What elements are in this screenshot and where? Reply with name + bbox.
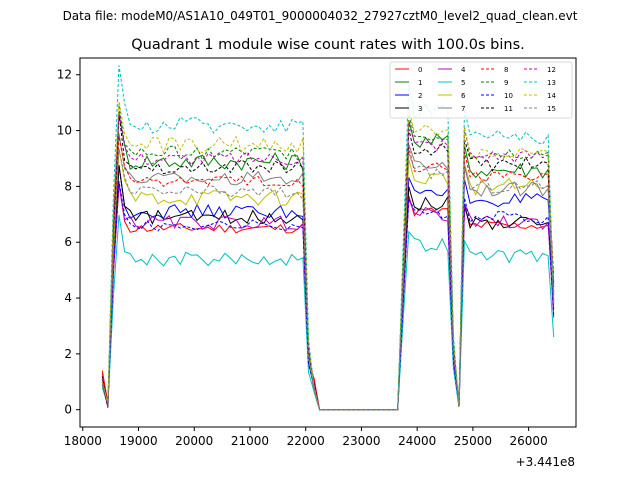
x-tick-label: 18000 (64, 434, 102, 448)
legend-frame (389, 61, 573, 119)
y-tick-label: 12 (57, 68, 72, 82)
x-tick-label: 20000 (175, 434, 213, 448)
series-line-5 (101, 215, 555, 411)
chart-title: Quadrant 1 module wise count rates with … (131, 37, 525, 53)
x-tick-label: 23000 (342, 434, 380, 448)
series-line-2 (101, 164, 555, 411)
x-axis-ticks: 18000 19000 20000 21000 22000 23000 24000 25000… (64, 427, 548, 448)
series-line-14 (101, 101, 555, 411)
legend-label-5: 5 (461, 79, 465, 87)
series-line-4 (101, 183, 555, 411)
series-line-9 (101, 105, 555, 411)
legend-label-8: 8 (504, 66, 508, 74)
x-tick-label: 25000 (454, 434, 492, 448)
legend-label-0: 0 (418, 66, 422, 74)
figure-suptitle: Data file: modeM0/AS1A10_049T01_90000040… (63, 9, 578, 23)
legend-label-15: 15 (547, 105, 556, 113)
legend-label-10: 10 (504, 92, 513, 100)
y-tick-label: 2 (64, 347, 72, 361)
series-line-11 (101, 113, 555, 411)
legend-label-7: 7 (461, 105, 465, 113)
legend-label-14: 14 (547, 92, 556, 100)
legend-label-6: 6 (461, 92, 466, 100)
legend-label-1: 1 (418, 79, 422, 87)
series-line-13 (101, 65, 555, 411)
series-line-15 (101, 149, 555, 411)
y-tick-label: 4 (64, 291, 72, 305)
series-line-6 (101, 148, 555, 411)
x-tick-label: 21000 (231, 434, 269, 448)
x-tick-label: 26000 (510, 434, 548, 448)
y-tick-label: 0 (64, 403, 72, 417)
series-line-10 (101, 181, 555, 411)
legend-label-12: 12 (547, 66, 556, 74)
x-tick-label: 19000 (119, 434, 157, 448)
series-lines (101, 65, 555, 411)
series-line-8 (101, 136, 555, 411)
y-tick-label: 10 (57, 124, 72, 138)
legend-label-2: 2 (418, 92, 422, 100)
legend-label-11: 11 (504, 105, 513, 113)
legend-label-4: 4 (461, 66, 466, 74)
x-axis-offset-label: +3.441e8 (516, 455, 575, 469)
legend-label-9: 9 (504, 79, 508, 87)
x-tick-label: 22000 (287, 434, 325, 448)
y-tick-label: 6 (64, 235, 72, 249)
y-axis-ticks: 0 2 4 6 8 10 12 (57, 68, 80, 417)
legend-label-3: 3 (418, 105, 422, 113)
legend-label-13: 13 (547, 79, 556, 87)
series-line-1 (101, 114, 555, 411)
y-tick-label: 8 (64, 179, 72, 193)
x-tick-label: 24000 (398, 434, 436, 448)
